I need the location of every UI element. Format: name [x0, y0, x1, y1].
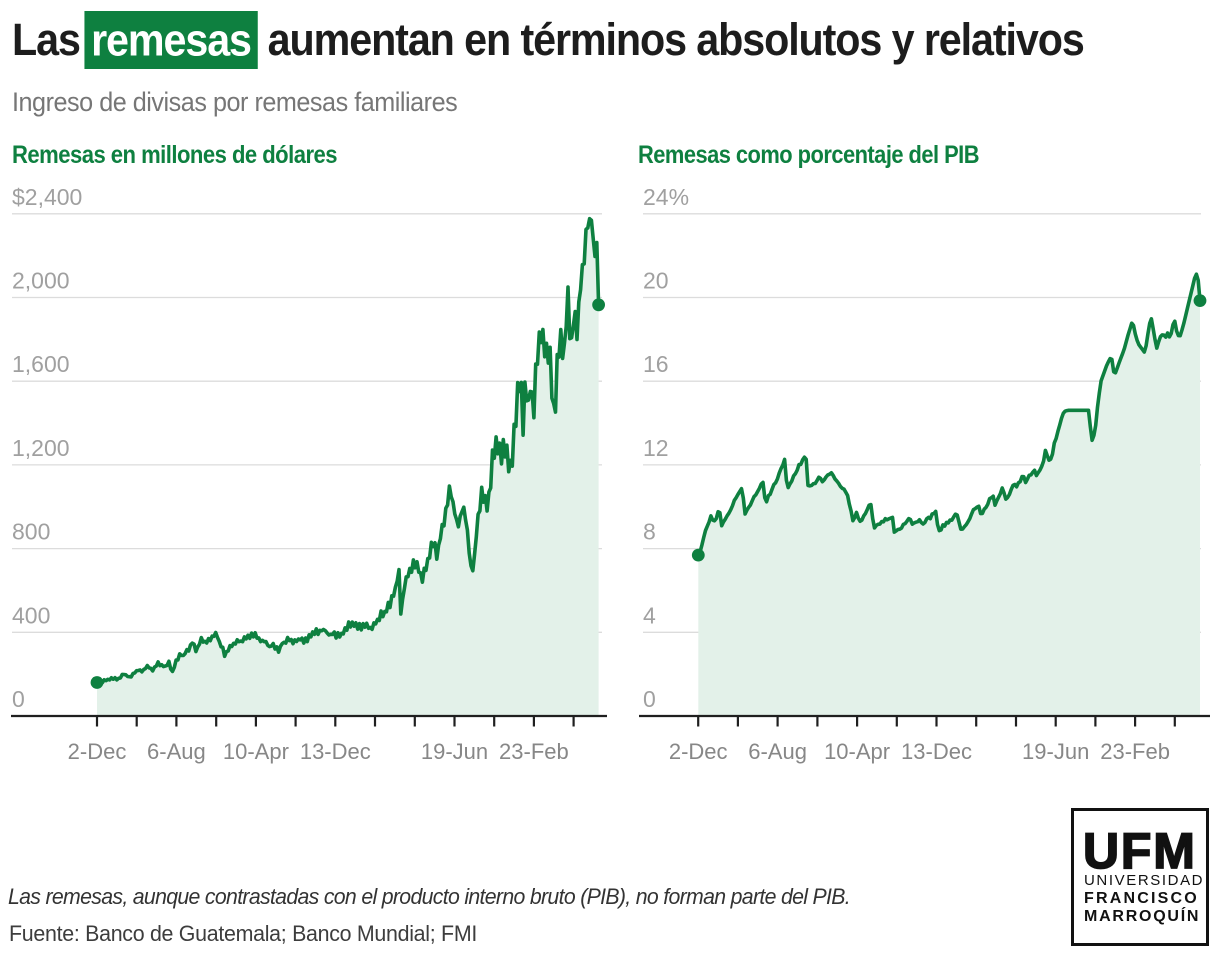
- svg-text:8: 8: [643, 519, 656, 545]
- svg-text:13-Dec: 13-Dec: [300, 739, 371, 764]
- svg-text:19-Jun: 19-Jun: [421, 739, 488, 764]
- svg-text:0: 0: [12, 686, 25, 712]
- svg-text:0: 0: [643, 686, 656, 712]
- svg-text:10-Apr: 10-Apr: [223, 739, 289, 764]
- svg-text:$2,400: $2,400: [12, 184, 82, 210]
- svg-text:400: 400: [12, 602, 50, 628]
- svg-text:23-Feb: 23-Feb: [499, 739, 569, 764]
- svg-text:20: 20: [643, 268, 669, 294]
- svg-text:2,000: 2,000: [12, 268, 70, 294]
- svg-text:1,600: 1,600: [12, 351, 70, 377]
- svg-text:13-Dec: 13-Dec: [901, 739, 972, 764]
- svg-text:2-Dec: 2-Dec: [669, 739, 728, 764]
- svg-text:2-Dec: 2-Dec: [68, 739, 127, 764]
- svg-text:4: 4: [643, 602, 656, 628]
- svg-text:6-Aug: 6-Aug: [147, 739, 206, 764]
- svg-text:24%: 24%: [643, 184, 689, 210]
- svg-text:10-Apr: 10-Apr: [824, 739, 890, 764]
- svg-text:23-Feb: 23-Feb: [1100, 739, 1170, 764]
- svg-text:16: 16: [643, 351, 669, 377]
- svg-text:800: 800: [12, 519, 50, 545]
- svg-text:1,200: 1,200: [12, 435, 70, 461]
- svg-text:6-Aug: 6-Aug: [748, 739, 807, 764]
- svg-text:12: 12: [643, 435, 669, 461]
- svg-text:19-Jun: 19-Jun: [1022, 739, 1089, 764]
